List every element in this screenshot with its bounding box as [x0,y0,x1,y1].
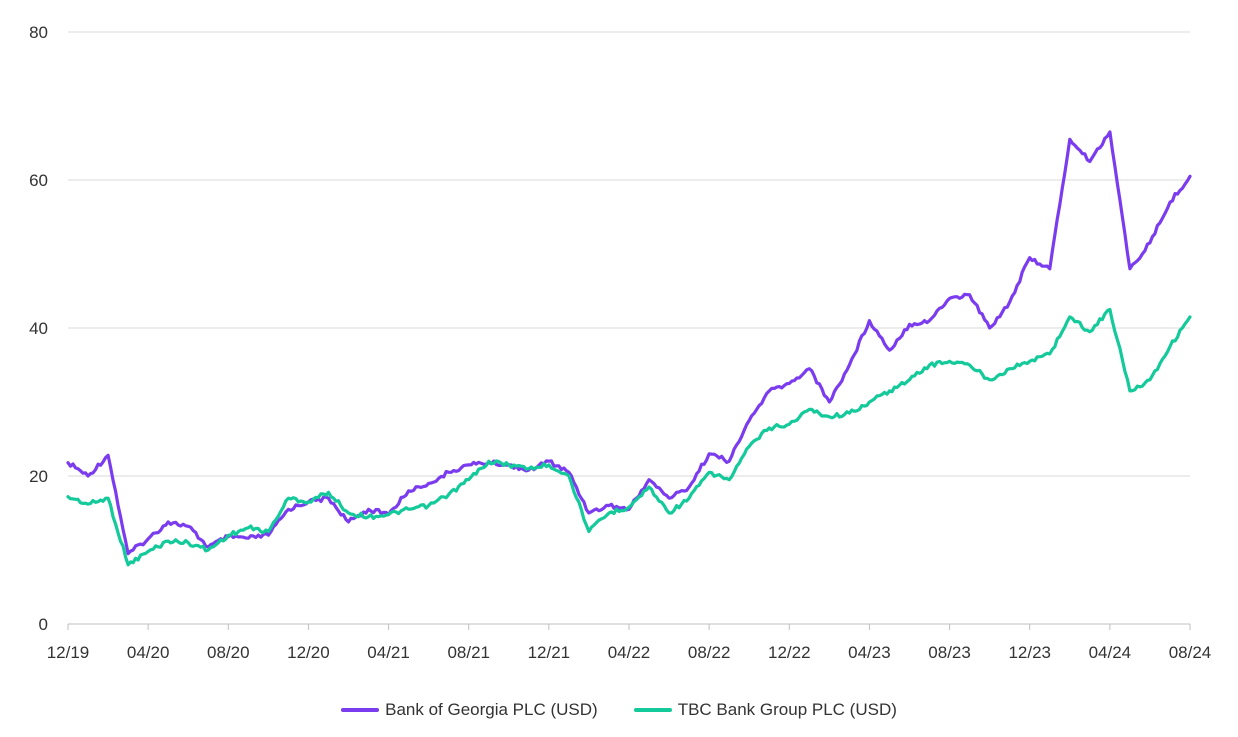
series-lines [66,130,1192,567]
x-tick-label: 04/24 [1089,643,1132,662]
x-tick-label: 08/22 [688,643,731,662]
legend-item-bank-of-georgia: Bank of Georgia PLC (USD) [341,700,598,720]
legend-swatch [633,708,672,712]
x-axis-tick-labels: 12/19 04/20 08/20 12/20 04/21 08/21 12/21 04/22… [47,643,1212,662]
line-chart: 0 20 40 60 80 12/19 04/20 08/20 12/20 04/21 08/21… [29,23,1212,662]
gridlines [68,31,1190,477]
x-tick-label: 04/20 [127,643,170,662]
series-line-bank-of-georgia [66,130,1192,556]
series-line-tbc-bank [66,307,1192,567]
x-tick-label: 04/21 [367,643,410,662]
legend-item-tbc-bank: TBC Bank Group PLC (USD) [633,700,897,720]
legend-swatch [341,708,380,712]
x-axis [67,623,1191,630]
x-tick-label: 08/20 [207,643,250,662]
x-tick-label: 08/21 [447,643,490,662]
legend: Bank of Georgia PLC (USD) TBC Bank Group… [0,700,1238,720]
x-tick-label: 12/23 [1008,643,1051,662]
legend-label: Bank of Georgia PLC (USD) [385,700,598,719]
x-tick-label: 12/22 [768,643,811,662]
x-tick-label: 04/23 [848,643,891,662]
y-tick-label: 60 [29,171,48,190]
x-tick-label: 08/23 [928,643,971,662]
x-tick-label: 12/20 [287,643,330,662]
y-tick-label: 20 [29,467,48,486]
x-tick-label: 12/21 [528,643,571,662]
y-tick-label: 0 [39,615,48,634]
y-axis-tick-labels: 0 20 40 60 80 [29,23,48,634]
y-tick-label: 80 [29,23,48,42]
legend-label: TBC Bank Group PLC (USD) [677,700,897,719]
x-tick-label: 08/24 [1169,643,1212,662]
y-tick-label: 40 [29,319,48,338]
x-tick-label: 04/22 [608,643,651,662]
x-tick-label: 12/19 [47,643,90,662]
